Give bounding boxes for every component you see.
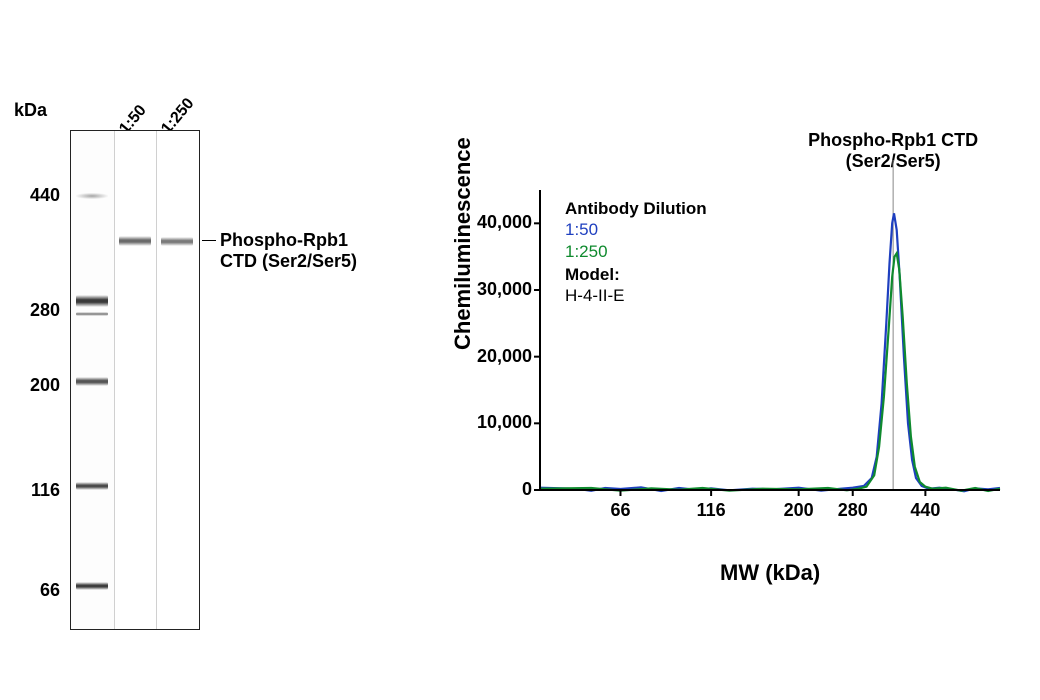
- y-tick-label: 40,000: [462, 212, 532, 233]
- gel-band: [76, 312, 108, 316]
- chart-plot-area: [540, 190, 1000, 510]
- y-tick-label: 0: [462, 479, 532, 500]
- y-tick-label: 10,000: [462, 412, 532, 433]
- figure-container: kDa 44028020011666 1:50 1:250 Phospho-Rp…: [0, 0, 1040, 700]
- series-line: [540, 253, 1000, 491]
- y-tick-label: 20,000: [462, 346, 532, 367]
- chart-svg: [540, 190, 1000, 510]
- lane-1-50: [114, 131, 157, 629]
- band-annotation-text: Phospho-Rpb1CTD (Ser2/Ser5): [220, 230, 357, 271]
- ladder-label: 280: [20, 300, 60, 321]
- x-tick-label: 200: [779, 500, 819, 521]
- lane-1-250: [156, 131, 199, 629]
- gel-image: [70, 130, 200, 630]
- series-line: [540, 213, 1000, 491]
- gel-band: [76, 582, 108, 590]
- ladder-label: 200: [20, 375, 60, 396]
- electropherogram-panel: Chemiluminescence Phospho-Rpb1 CTD(Ser2/…: [430, 40, 1020, 660]
- gel-band: [76, 482, 108, 490]
- gel-band: [76, 193, 108, 199]
- ladder-label: 116: [20, 480, 60, 501]
- gel-band: [76, 377, 108, 386]
- y-axis-title: Chemiluminescence: [450, 137, 476, 350]
- kda-unit-label: kDa: [14, 100, 47, 121]
- x-tick-label: 116: [691, 500, 731, 521]
- annotation-tick: [202, 240, 216, 241]
- y-tick-label: 30,000: [462, 279, 532, 300]
- x-tick-label: 66: [600, 500, 640, 521]
- ladder-label: 66: [20, 580, 60, 601]
- x-axis-title: MW (kDa): [720, 560, 820, 586]
- x-tick-label: 440: [905, 500, 945, 521]
- gel-band: [119, 236, 151, 246]
- gel-band: [76, 295, 108, 307]
- x-tick-label: 280: [833, 500, 873, 521]
- western-blot-panel: kDa 44028020011666 1:50 1:250 Phospho-Rp…: [10, 40, 430, 660]
- ladder-label: 440: [20, 185, 60, 206]
- gel-band: [161, 237, 193, 246]
